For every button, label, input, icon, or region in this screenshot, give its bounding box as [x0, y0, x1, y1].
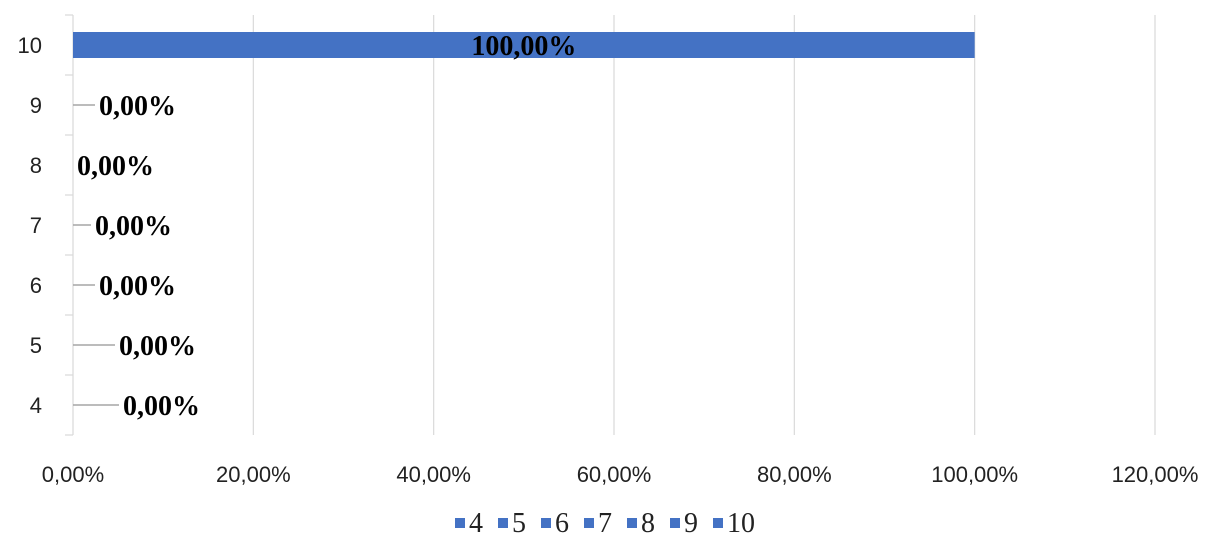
y-category-label: 4 [30, 393, 42, 418]
data-label: 0,00% [77, 151, 154, 182]
legend-label: 6 [555, 508, 569, 539]
legend-swatch [498, 518, 508, 528]
y-category-label: 5 [30, 333, 42, 358]
data-label: 0,00% [95, 211, 172, 242]
legend-swatch [713, 518, 723, 528]
x-tick-label: 80,00% [757, 462, 832, 487]
data-label: 0,00% [99, 271, 176, 302]
legend-item: 7 [584, 508, 612, 539]
data-label: 0,00% [123, 391, 200, 422]
data-label: 0,00% [99, 91, 176, 122]
legend-swatch [670, 518, 680, 528]
legend-item: 6 [541, 508, 569, 539]
y-axis [65, 14, 74, 436]
legend-label: 5 [512, 508, 526, 539]
y-category-label: 10 [18, 33, 42, 58]
y-category-label: 7 [30, 213, 42, 238]
legend-swatch [455, 518, 465, 528]
legend-label: 9 [684, 508, 698, 539]
legend-swatch [541, 518, 551, 528]
gridlines [252, 15, 1156, 435]
x-axis-tick-labels: 0,00% 20,00% 40,00% 60,00% 80,00% 100,00% 120,… [42, 462, 1199, 487]
y-category-label: 6 [30, 273, 42, 298]
legend-swatch [584, 518, 594, 528]
bar-10 [73, 32, 975, 58]
bars [73, 32, 975, 58]
legend-item: 9 [670, 508, 698, 539]
legend: 4 5 6 7 8 9 10 [455, 508, 755, 539]
y-category-label: 9 [30, 93, 42, 118]
x-tick-label: 100,00% [931, 462, 1018, 487]
legend-label: 10 [727, 508, 755, 539]
data-label: 100,00% [471, 31, 576, 62]
legend-label: 8 [641, 508, 655, 539]
x-tick-label: 0,00% [42, 462, 104, 487]
x-tick-label: 20,00% [216, 462, 291, 487]
x-tick-label: 120,00% [1112, 462, 1199, 487]
data-label: 0,00% [119, 331, 196, 362]
x-tick-label: 40,00% [396, 462, 471, 487]
legend-swatch [627, 518, 637, 528]
data-labels: 0,00% 0,00% 0,00% 0,00% 0,00% 0,00% 100,00% [77, 31, 576, 422]
y-category-label: 8 [30, 153, 42, 178]
leader-lines [73, 104, 119, 406]
legend-item: 10 [713, 508, 755, 539]
legend-label: 7 [598, 508, 612, 539]
legend-label: 4 [469, 508, 483, 539]
x-tick-label: 60,00% [577, 462, 652, 487]
legend-item: 8 [627, 508, 655, 539]
legend-item: 4 [455, 508, 483, 539]
legend-item: 5 [498, 508, 526, 539]
y-axis-category-labels: 4 5 6 7 8 9 10 [18, 33, 42, 418]
